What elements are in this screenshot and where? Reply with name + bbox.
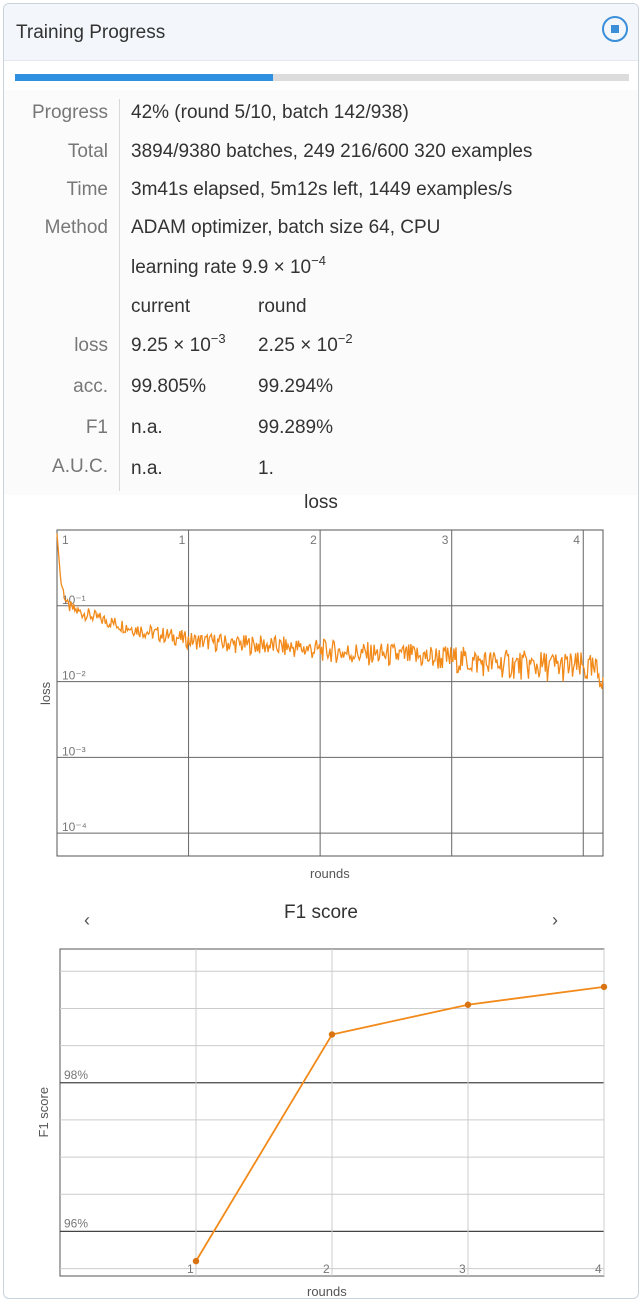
loss-chart: 1 2 3 4 1 10⁻¹ 10⁻² 10⁻³ 10⁻⁴ rounds loss: [38, 529, 604, 881]
loss-round-mant: 2.25: [258, 335, 295, 356]
col-current-header: current: [131, 296, 191, 317]
loss-y-tick-label: 10⁻¹: [62, 593, 86, 607]
stop-square: [611, 25, 619, 33]
acc-label: acc.: [73, 376, 108, 397]
lr-exp: −4: [311, 253, 326, 268]
loss-round-exp: −2: [337, 331, 353, 346]
f1-data-point: [464, 1001, 472, 1008]
f1-round: 99.289%: [258, 417, 334, 438]
chevron-right-icon[interactable]: ›: [552, 910, 558, 930]
loss-y-axis-label: loss: [38, 681, 53, 705]
loss-current-mult: × 10: [173, 335, 211, 356]
f1-x-tick-label: 3: [459, 1262, 466, 1276]
loss-x-axis-label: rounds: [310, 866, 350, 881]
f1-series-line: [195, 986, 605, 1262]
training-progress-panel: Training Progress Progress 42% (round 5/…: [3, 3, 639, 1299]
progress-bar: [15, 74, 629, 81]
loss-label: loss: [74, 335, 108, 356]
loss-plot-frame: [56, 529, 604, 857]
time-label: Time: [66, 179, 108, 200]
f1-data-point: [328, 1031, 336, 1038]
loss-y-tick-label: 10⁻⁴: [62, 820, 87, 834]
f1-y-tick-label: 96%: [64, 1216, 88, 1230]
acc-round: 99.294%: [258, 376, 334, 397]
loss-series-line: [56, 533, 604, 690]
auc-round: 1.: [258, 458, 274, 479]
loss-y-tick-label: 10⁻³: [62, 744, 86, 758]
f1-label: F1: [85, 417, 108, 438]
loss-current: 9.25 × 10−3: [131, 332, 226, 357]
f1-chart-title: F1 score: [284, 902, 358, 923]
col-round-header: round: [258, 296, 307, 317]
f1-y-tick-label: 98%: [64, 1068, 88, 1082]
loss-round: 2.25 × 10−2: [258, 332, 353, 357]
f1-data-point: [600, 983, 608, 991]
f1-x-axis-label: rounds: [307, 1284, 347, 1299]
auc-current: n.a.: [131, 458, 163, 479]
stop-icon[interactable]: [602, 16, 628, 42]
panel-title: Training Progress: [16, 22, 166, 43]
f1-data-point: [192, 1257, 200, 1265]
loss-x-tick-label: 3: [442, 533, 449, 547]
loss-current-exp: −3: [210, 331, 226, 346]
progress-label: Progress: [31, 102, 108, 123]
loss-x-tick-label: 4: [573, 533, 580, 547]
info-table: [4, 90, 638, 495]
f1-y-axis-label: F1 score: [36, 1087, 51, 1138]
loss-y-tick-label: 1: [62, 533, 69, 547]
chevron-left-icon[interactable]: ‹: [84, 910, 90, 930]
time-value: 3m41s elapsed, 5m12s left, 1449 examples…: [131, 179, 513, 200]
f1-x-tick-label: 2: [323, 1262, 330, 1276]
method-value: ADAM optimizer, batch size 64, CPU: [131, 217, 441, 238]
lr-mult: × 10: [273, 257, 312, 278]
f1-chart: 1 2 3 4 96% 98% rounds F1 score: [36, 948, 608, 1299]
acc-current: 99.805%: [131, 376, 207, 397]
lr-text: learning rate 9.9: [131, 257, 269, 278]
info-divider: [119, 99, 120, 491]
progress-bar-fill: [15, 74, 273, 81]
total-label: Total: [67, 141, 108, 162]
progress-value: 42% (round 5/10, batch 142/938): [131, 102, 409, 123]
loss-x-tick-label: 1: [179, 533, 186, 547]
method-label: Method: [44, 217, 108, 238]
auc-label: A.U.C.: [52, 456, 108, 477]
loss-round-mult: × 10: [300, 335, 338, 356]
f1-current: n.a.: [131, 417, 163, 438]
f1-x-tick-label: 4: [595, 1262, 602, 1276]
panel-header: Training Progress: [4, 4, 638, 61]
loss-current-mant: 9.25: [131, 335, 168, 356]
loss-x-tick-label: 2: [310, 533, 317, 547]
total-value: 3894/9380 batches, 249 216/600 320 examp…: [131, 141, 533, 162]
f1-x-tick-label: 1: [187, 1262, 194, 1276]
loss-y-tick-label: 10⁻²: [62, 669, 86, 683]
learning-rate-value: learning rate 9.9 × 10−4: [131, 254, 326, 279]
loss-chart-title: loss: [304, 492, 338, 513]
